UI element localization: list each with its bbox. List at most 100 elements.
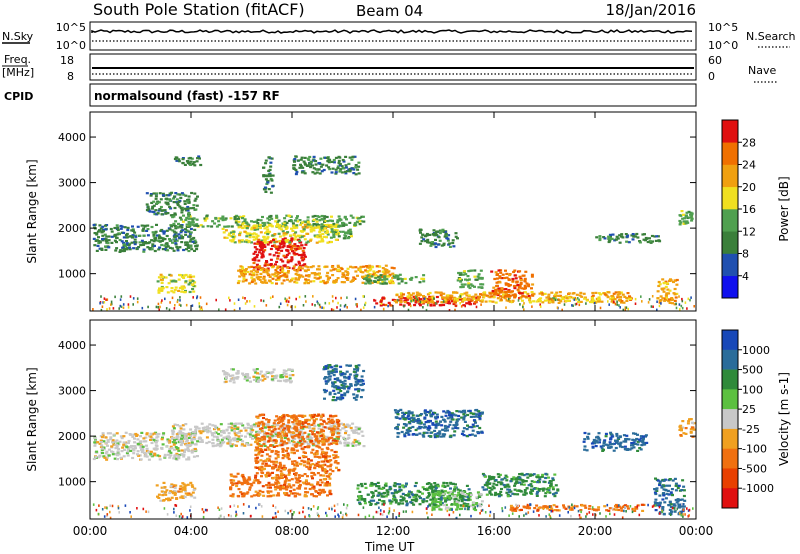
data-cell xyxy=(456,279,460,282)
data-cell xyxy=(187,215,191,218)
data-cell xyxy=(281,427,284,430)
data-cell xyxy=(410,276,414,279)
data-cell xyxy=(620,233,624,236)
data-cell xyxy=(117,232,121,235)
data-cell xyxy=(301,249,305,252)
data-cell xyxy=(236,472,240,475)
data-cell xyxy=(178,193,182,196)
data-cell xyxy=(298,219,302,222)
data-cell xyxy=(264,178,268,181)
data-cell xyxy=(132,297,135,300)
data-cell xyxy=(181,432,185,435)
data-cell xyxy=(575,293,579,296)
data-cell xyxy=(261,267,265,270)
data-cell xyxy=(323,426,327,429)
data-cell xyxy=(137,246,141,249)
data-cell xyxy=(263,241,267,244)
data-cell xyxy=(565,297,569,300)
data-cell xyxy=(291,436,295,439)
data-cell xyxy=(169,445,173,448)
data-cell xyxy=(100,248,104,251)
data-cell xyxy=(274,269,278,272)
data-cell xyxy=(224,229,228,232)
data-cell xyxy=(200,440,204,443)
data-cell xyxy=(131,234,135,237)
data-cell xyxy=(317,440,320,443)
data-cell xyxy=(471,284,475,287)
data-cell xyxy=(303,223,307,226)
data-cell xyxy=(303,473,307,476)
data-cell xyxy=(193,443,197,446)
data-cell xyxy=(144,453,148,456)
data-cell xyxy=(105,239,109,242)
data-cell xyxy=(299,158,303,161)
data-cell xyxy=(311,265,315,268)
data-cell xyxy=(246,482,250,486)
data-cell xyxy=(479,293,482,296)
data-cell xyxy=(242,477,246,480)
data-cell xyxy=(131,445,135,448)
data-cell xyxy=(292,414,296,417)
data-cell xyxy=(337,468,341,472)
data-cell xyxy=(346,296,348,299)
data-cell xyxy=(152,240,156,243)
data-cell xyxy=(241,424,245,427)
data-cell xyxy=(336,428,340,431)
data-cell xyxy=(355,431,359,434)
data-cell xyxy=(328,375,332,378)
data-cell xyxy=(358,501,362,504)
data-cell xyxy=(420,301,424,304)
data-cell xyxy=(336,422,340,425)
data-cell xyxy=(175,239,179,242)
data-cell xyxy=(291,443,295,446)
data-cell xyxy=(170,483,174,486)
data-cell xyxy=(327,422,331,425)
data-cell xyxy=(297,420,301,423)
data-cell xyxy=(328,391,332,394)
data-cell xyxy=(333,429,337,432)
data-cell xyxy=(159,198,163,201)
data-cell xyxy=(312,495,316,498)
data-cell xyxy=(309,166,313,169)
data-cell xyxy=(171,441,175,444)
data-cell xyxy=(274,450,278,453)
data-cell xyxy=(306,266,310,269)
data-cell xyxy=(318,230,322,233)
data-cell xyxy=(428,297,432,300)
data-cell xyxy=(286,452,290,455)
data-cell xyxy=(184,230,188,234)
data-cell xyxy=(339,389,343,393)
data-cell xyxy=(244,442,248,445)
data-cell xyxy=(140,451,144,454)
data-cell xyxy=(372,270,376,273)
data-cell xyxy=(364,274,368,277)
data-cell xyxy=(289,486,293,489)
data-cell xyxy=(309,228,313,231)
data-cell xyxy=(185,223,189,226)
data-cell xyxy=(155,484,159,487)
data-cell xyxy=(422,274,426,277)
data-cell xyxy=(153,237,157,240)
data-cell xyxy=(529,296,532,299)
data-cell xyxy=(507,289,511,292)
data-cell xyxy=(476,275,480,278)
data-cell xyxy=(302,234,306,238)
data-cell xyxy=(259,226,262,230)
data-cell xyxy=(597,292,601,295)
data-cell xyxy=(242,215,246,218)
data-cell xyxy=(341,275,345,278)
data-cell xyxy=(266,446,270,449)
data-cell xyxy=(185,200,189,203)
data-cell xyxy=(175,198,179,201)
data-cell xyxy=(278,271,282,274)
data-cell xyxy=(174,242,178,245)
data-cell xyxy=(498,289,502,292)
data-cell xyxy=(290,238,294,241)
data-cell xyxy=(563,303,566,306)
data-cell xyxy=(105,298,107,301)
data-cell xyxy=(500,277,504,280)
data-cell xyxy=(157,302,160,306)
data-cell xyxy=(434,291,438,294)
data-cell xyxy=(254,266,258,269)
data-cell xyxy=(380,302,383,305)
